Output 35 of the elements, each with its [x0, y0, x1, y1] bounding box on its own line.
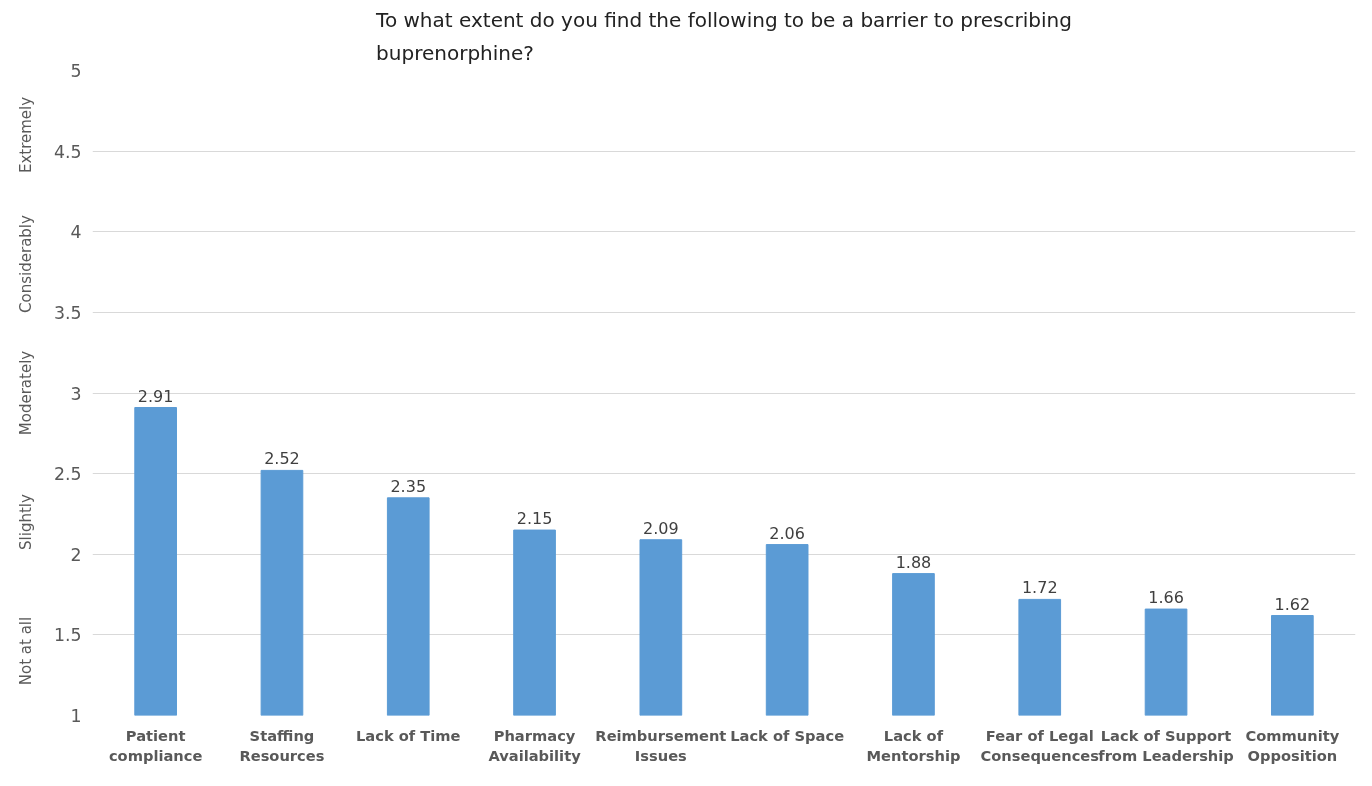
y-tick-label: 2 [70, 544, 82, 565]
x-tick-label: Pharmacy Availability [488, 726, 582, 764]
chart-title: To what extent do you find the following to be a barrier to prescribing buprenorphine? [375, 7, 1072, 66]
x-tick-label: Staffing Resources [239, 726, 325, 764]
y-tick-label: 3.5 [53, 302, 82, 323]
data-label: 2.06 [769, 523, 805, 543]
y-tick-label: 2.5 [53, 464, 82, 485]
y-tick-label: 5 [70, 61, 82, 81]
x-tick-label: Patient compliance [108, 726, 203, 764]
data-label: 1.88 [895, 552, 932, 572]
y-tick-label: 1 [70, 706, 82, 726]
x-tick-label: Lack of Mentorship [866, 726, 961, 764]
data-label: 2.35 [390, 476, 427, 496]
text: Slightly [16, 493, 35, 550]
text: Considerably [16, 214, 35, 313]
data-label: 2.15 [516, 509, 553, 529]
data-label: 1.62 [1274, 594, 1311, 614]
x-tick-label: Fear of Legal Consequences [980, 726, 1100, 764]
data-label: 2.09 [643, 518, 679, 538]
x-tick-label: Community Opposition [1245, 726, 1340, 764]
text: Extremely [16, 96, 35, 174]
data-label: 2.91 [137, 386, 174, 406]
x-tick-label: Lack of Support from Leadership [1098, 726, 1234, 764]
x-tick-label: Lack of Time [355, 726, 461, 744]
y-tick-label: 4.5 [53, 141, 82, 162]
y-tick-label: 1.5 [53, 625, 82, 646]
y-tick-label: 3 [70, 383, 82, 404]
x-tick-label: Reimbursement Issues [595, 726, 727, 764]
y-tick-label: 4 [70, 222, 82, 243]
x-tick-label: Lack of Space [730, 726, 845, 744]
data-label: 1.66 [1148, 588, 1184, 608]
text: Not at all [16, 616, 35, 686]
data-label: 2.52 [264, 449, 300, 469]
data-label: 1.72 [1021, 578, 1058, 598]
text: Moderately [16, 350, 35, 436]
